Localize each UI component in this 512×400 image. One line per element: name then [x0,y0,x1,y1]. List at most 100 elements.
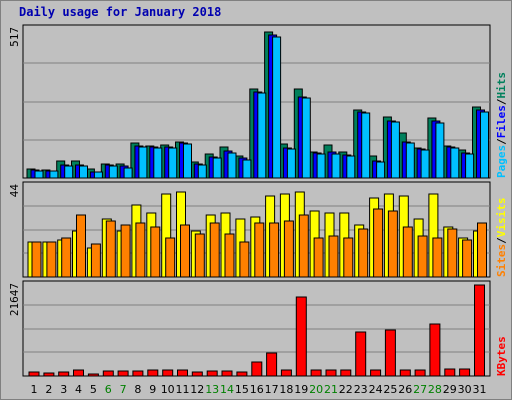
day-label-5: 5 [90,383,97,396]
bar-sites-day-10 [165,237,176,278]
legend-pages: Pages [495,145,508,178]
day-label-3: 3 [60,383,67,396]
bar-sites-day-24 [373,208,384,278]
bar-kbytes-day-19 [295,296,307,377]
bar-sites-day-7 [120,224,131,278]
bar-pages-day-22 [346,155,356,179]
bar-kbytes-day-13 [206,370,218,377]
bar-kbytes-day-12 [191,371,203,377]
bar-sites-day-4 [76,214,86,278]
panel-middle-legend: Sites/Visits [495,198,508,278]
bar-kbytes-day-26 [399,369,411,377]
bar-kbytes-day-9 [147,369,159,377]
bar-pages-day-1 [34,170,44,179]
day-label-22: 22 [339,383,353,396]
bar-sites-day-29 [447,228,458,278]
bar-pages-day-7 [123,167,133,179]
bar-sites-day-20 [313,237,324,278]
bar-sites-day-28 [432,237,443,278]
bar-pages-day-25 [390,121,400,179]
bar-pages-day-23 [361,112,371,179]
day-label-28: 28 [428,383,442,396]
panel-top-legend: Pages/Files/Hits [495,72,508,178]
bar-pages-day-21 [331,153,341,179]
bar-kbytes-day-6 [102,370,114,377]
bar-sites-day-26 [402,226,413,278]
bar-sites-day-14 [224,233,235,278]
bar-pages-day-9 [153,147,163,179]
bar-kbytes-day-25 [384,329,396,377]
day-label-4: 4 [75,383,82,396]
day-label-24: 24 [369,383,383,396]
bar-sites-day-12 [194,233,205,278]
day-label-16: 16 [250,383,264,396]
bar-kbytes-day-29 [444,368,456,377]
bar-sites-day-9 [150,226,161,278]
day-label-6: 6 [105,383,112,396]
day-label-18: 18 [279,383,293,396]
bar-pages-day-18 [286,148,296,179]
legend-separator: / [495,138,508,145]
bar-pages-day-29 [450,147,460,179]
legend-separator: / [495,237,508,244]
bar-pages-day-13 [212,157,222,179]
bar-sites-day-15 [239,241,250,278]
bar-pages-day-15 [242,159,252,179]
panel-top-max-label: 517 [8,27,21,47]
bar-kbytes-day-1 [28,371,40,377]
day-label-26: 26 [398,383,412,396]
day-label-31: 31 [473,383,487,396]
chart-title: Daily usage for January 2018 [19,5,222,19]
bar-sites-day-18 [283,220,294,278]
bar-sites-day-17 [269,222,280,278]
bar-sites-day-13 [209,222,220,278]
bar-kbytes-day-15 [236,371,248,377]
day-label-12: 12 [190,383,204,396]
bar-kbytes-day-31 [474,284,485,377]
legend-separator: / [495,98,508,105]
panel-bottom-legend: KBytes [495,336,508,376]
legend-kbytes: KBytes [495,336,508,376]
bar-sites-day-5 [90,243,101,278]
day-label-25: 25 [383,383,397,396]
bar-kbytes-day-10 [162,369,174,377]
bar-sites-day-25 [387,210,398,278]
bar-kbytes-day-14 [221,370,233,377]
day-label-19: 19 [294,383,308,396]
bar-pages-day-2 [49,170,59,179]
bar-kbytes-day-11 [177,369,188,377]
bar-pages-day-19 [301,97,311,179]
bar-sites-day-31 [477,222,487,278]
bar-kbytes-day-20 [310,369,322,377]
bar-kbytes-day-18 [280,369,292,377]
day-label-30: 30 [458,383,472,396]
panel-bottom-max-label: 21647 [8,283,21,316]
bar-kbytes-day-22 [340,369,352,377]
bar-pages-day-17 [272,36,282,179]
bar-pages-day-20 [316,153,326,179]
bar-kbytes-day-27 [414,369,426,377]
bar-sites-day-3 [61,237,72,278]
bar-pages-day-5 [93,171,103,179]
day-label-10: 10 [161,383,175,396]
bar-kbytes-day-21 [325,369,337,377]
bar-sites-day-8 [135,222,146,278]
bar-kbytes-day-30 [459,368,471,377]
day-label-9: 9 [149,383,156,396]
bar-sites-day-30 [462,239,473,278]
bar-pages-day-12 [197,164,207,179]
day-label-1: 1 [31,383,38,396]
legend-files: Files [495,105,508,138]
bar-sites-day-2 [46,241,57,278]
bar-pages-day-31 [480,111,489,179]
bar-pages-day-16 [257,92,267,179]
bar-pages-day-28 [435,122,445,179]
day-label-15: 15 [235,383,249,396]
day-label-7: 7 [120,383,127,396]
bar-kbytes-day-2 [43,372,55,377]
bar-kbytes-day-7 [117,370,129,377]
bar-pages-day-8 [138,146,148,179]
bar-kbytes-day-28 [429,323,441,377]
day-label-27: 27 [413,383,427,396]
